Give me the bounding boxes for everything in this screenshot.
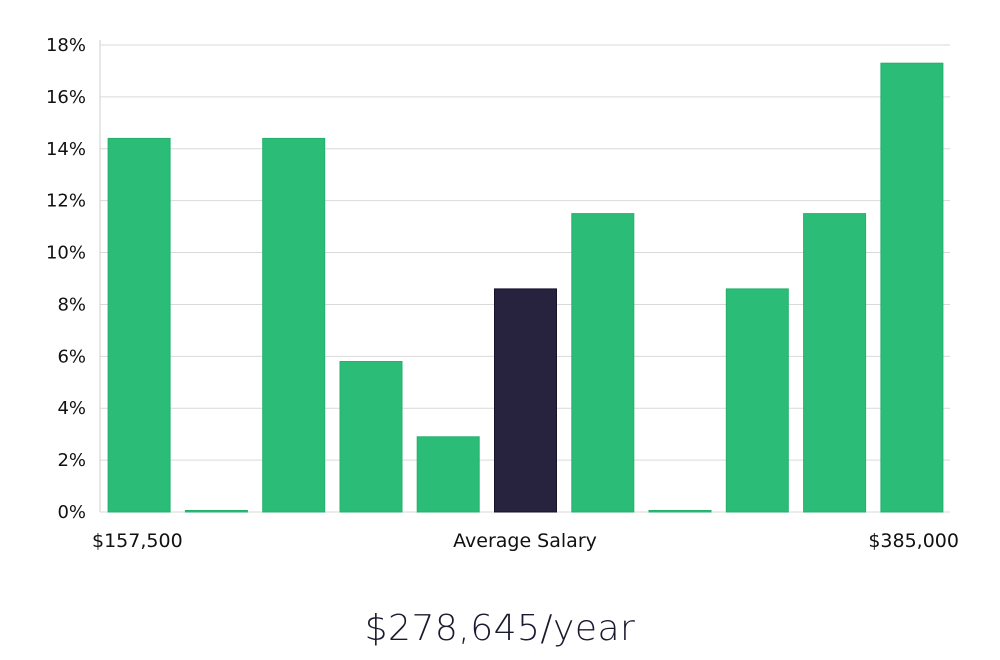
y-axis-ticks: 0% 2% 4% 6% 8% 10% 12% 14% 16% 18%	[46, 35, 86, 523]
y-tick-label: 18%	[46, 35, 86, 56]
x-axis-title: Average Salary	[453, 530, 597, 552]
y-tick-label: 16%	[46, 87, 86, 108]
y-tick-label: 4%	[57, 398, 86, 419]
bar	[107, 137, 171, 513]
salary-distribution-chart: 0% 2% 4% 6% 8% 10% 12% 14% 16% 18% $157,500 Avera…	[46, 35, 959, 552]
average-salary-value: $278,645/year	[364, 608, 636, 649]
x-max-label: $385,000	[868, 530, 959, 552]
bar	[339, 361, 403, 513]
x-min-label: $157,500	[92, 530, 183, 552]
bar	[571, 213, 635, 513]
bar	[803, 213, 867, 513]
y-tick-label: 14%	[46, 139, 86, 160]
y-tick-label: 0%	[57, 502, 86, 523]
bar	[416, 436, 480, 513]
y-tick-label: 12%	[46, 191, 86, 212]
bar	[880, 62, 944, 513]
y-tick-label: 2%	[57, 450, 86, 471]
x-axis-labels: $157,500 Average Salary $385,000	[92, 530, 959, 552]
bar	[648, 510, 712, 513]
y-tick-label: 6%	[57, 346, 86, 367]
bar	[262, 137, 326, 513]
y-tick-label: 10%	[46, 243, 86, 264]
bar	[725, 288, 789, 513]
y-tick-label: 8%	[57, 294, 86, 315]
bar-highlighted	[494, 288, 557, 513]
bars	[107, 62, 944, 513]
bar	[184, 510, 248, 513]
